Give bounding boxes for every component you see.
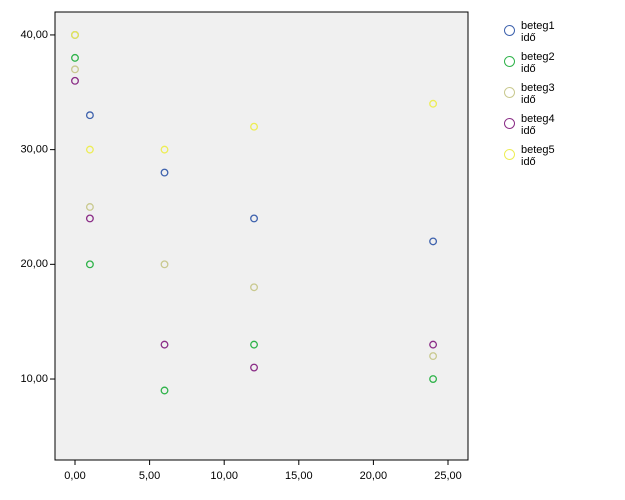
x-tick-label: 10,00 — [210, 470, 238, 482]
point — [85, 111, 94, 120]
point — [429, 352, 438, 361]
legend-item: beteg3 idő — [504, 82, 555, 113]
point — [160, 386, 169, 395]
point — [71, 30, 79, 39]
legend-symbol — [504, 87, 515, 98]
plot-area — [54, 11, 469, 461]
x-tick-label: 5,00 — [139, 470, 160, 482]
y-tick-label: 10,00 — [20, 373, 48, 385]
legend-symbol — [504, 25, 515, 36]
point — [85, 260, 94, 269]
legend-label: beteg1 idő — [521, 20, 555, 44]
point — [429, 237, 438, 246]
point — [250, 214, 258, 223]
x-tick-label: 15,00 — [285, 470, 313, 482]
point — [250, 283, 258, 292]
legend-item: beteg4 idő — [504, 113, 555, 144]
point — [250, 363, 258, 372]
point — [85, 145, 94, 154]
point — [250, 340, 258, 349]
x-tick-label: 0,00 — [64, 470, 85, 482]
legend-symbol — [504, 118, 515, 129]
legend-item: beteg1 idő — [504, 20, 555, 51]
point — [160, 260, 169, 269]
y-tick-label: 30,00 — [20, 144, 48, 156]
point — [71, 65, 79, 74]
point — [429, 99, 438, 108]
legend-label: beteg5 idő — [521, 144, 555, 168]
point — [429, 340, 438, 349]
legend-item: beteg2 idő — [504, 51, 555, 82]
legend-label: beteg4 idő — [521, 113, 555, 137]
legend-label: beteg3 idő — [521, 82, 555, 106]
point — [250, 122, 258, 131]
y-tick-label: 40,00 — [20, 29, 48, 41]
legend-item: beteg5 idő — [504, 144, 555, 175]
legend-symbol — [504, 149, 515, 160]
point — [85, 214, 94, 223]
legend: beteg1 idő beteg2 idő beteg3 idő beteg4 idő… — [504, 20, 555, 175]
x-tick-label: 25,00 — [434, 470, 462, 482]
point — [429, 375, 438, 383]
point — [160, 340, 169, 349]
x-tick-label: 20,00 — [360, 470, 388, 482]
point — [71, 76, 79, 85]
legend-label: beteg2 idő — [521, 51, 555, 75]
point — [85, 203, 94, 211]
point — [160, 145, 169, 154]
point — [71, 53, 79, 62]
point — [160, 168, 169, 177]
legend-symbol — [504, 56, 515, 67]
y-tick-label: 20,00 — [20, 258, 48, 270]
